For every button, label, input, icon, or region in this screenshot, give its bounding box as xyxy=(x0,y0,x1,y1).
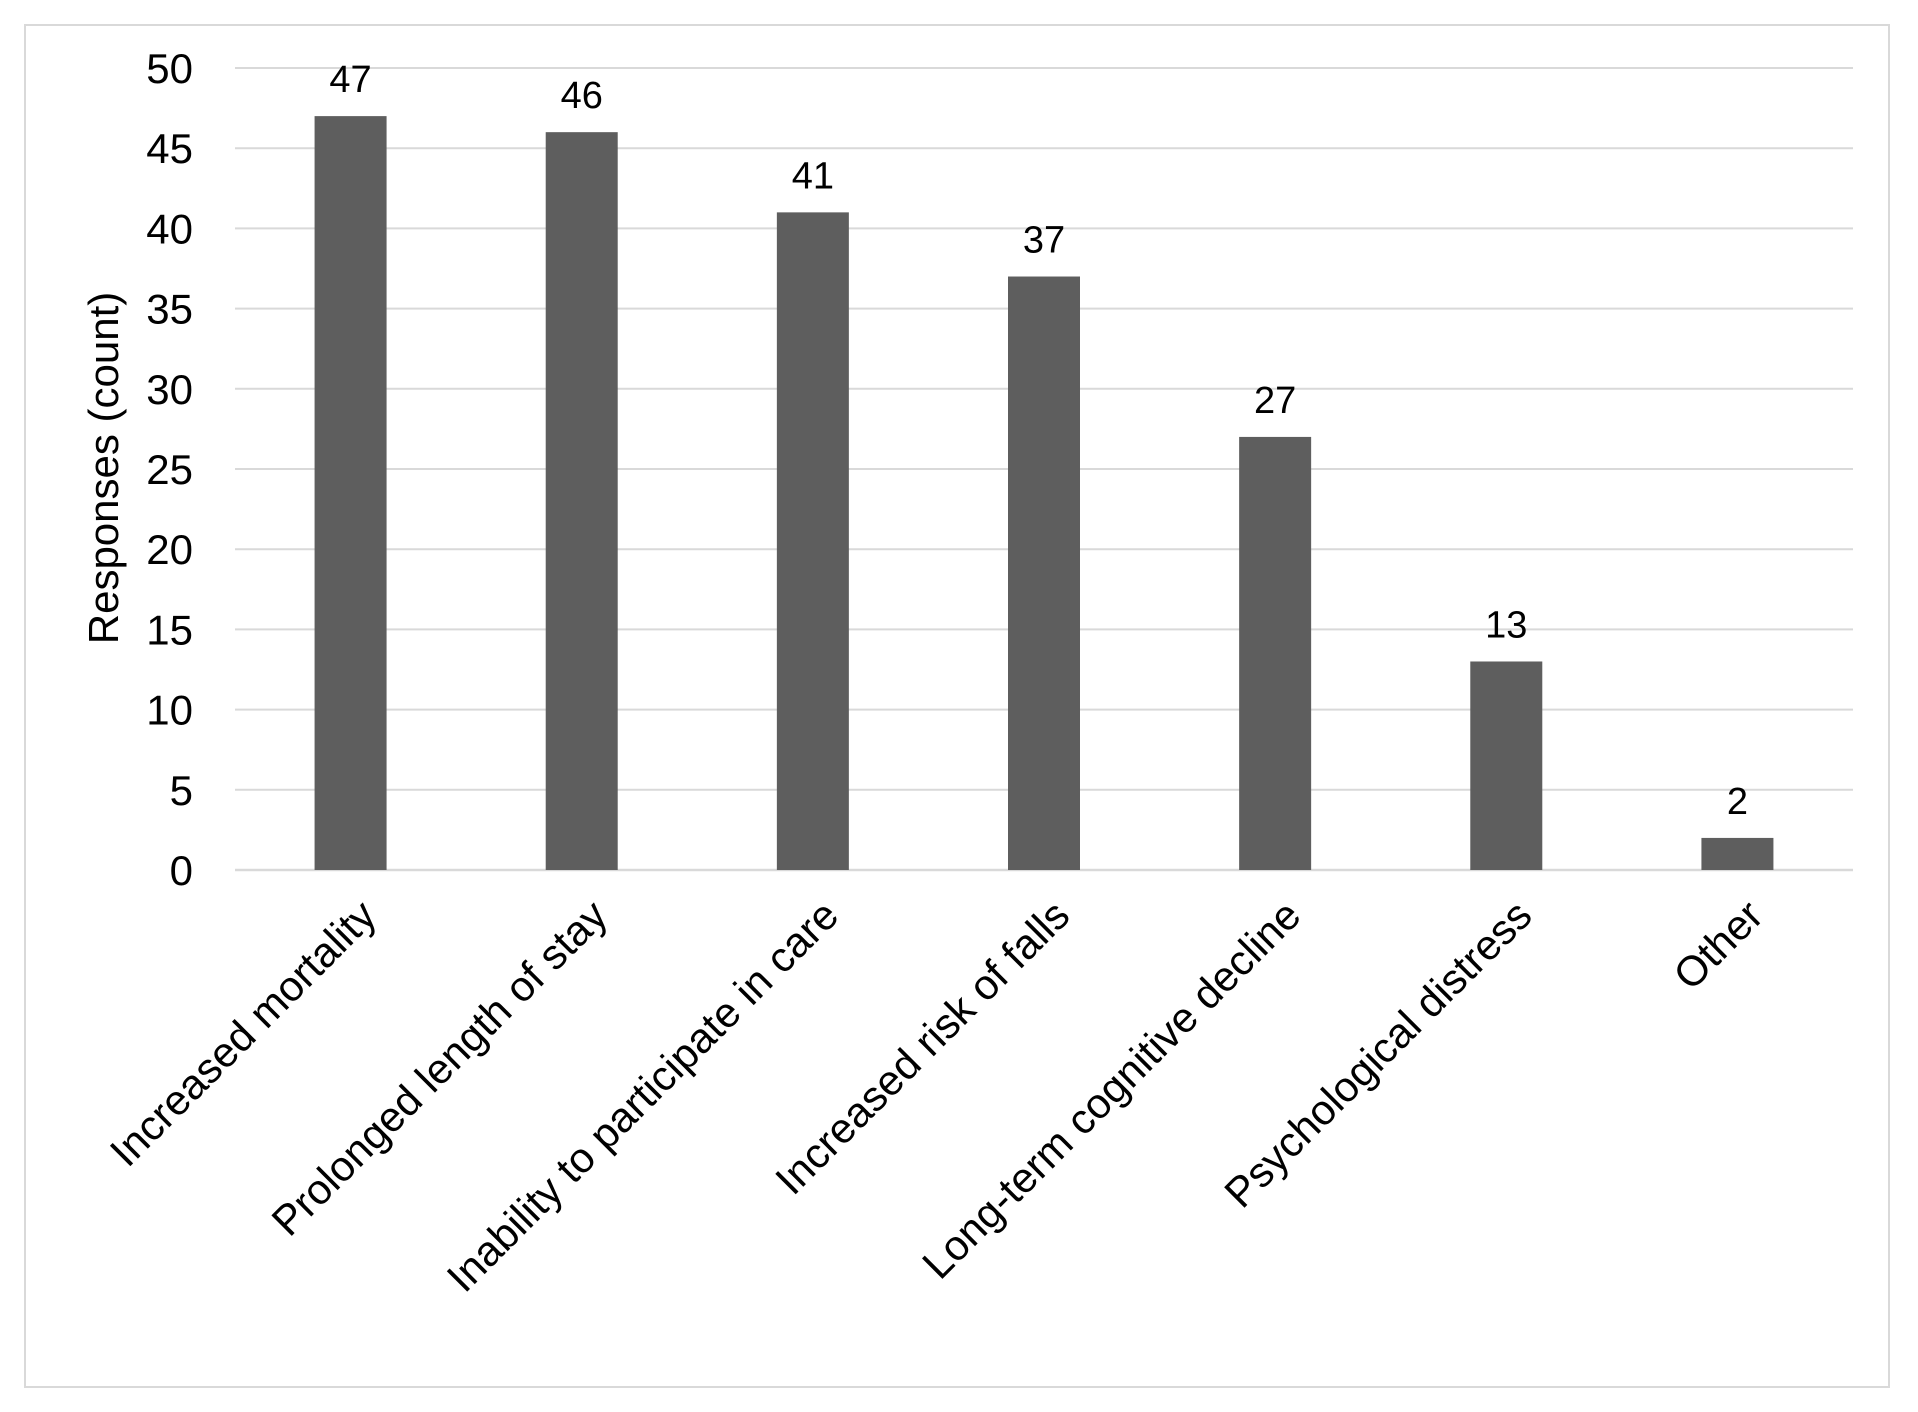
data-label: 47 xyxy=(329,59,371,101)
bar xyxy=(1239,436,1312,870)
y-tick-label: 5 xyxy=(170,767,193,814)
gridlines xyxy=(235,67,1853,872)
y-tick-label: 10 xyxy=(146,687,193,734)
data-label: 13 xyxy=(1485,604,1527,646)
data-label: 2 xyxy=(1727,781,1748,823)
y-tick-label: 20 xyxy=(146,526,193,573)
y-tick-label: 45 xyxy=(146,125,193,172)
data-labels: 47 46 41 37 27 13 2 xyxy=(329,59,1748,823)
bars xyxy=(314,116,1774,871)
data-label: 27 xyxy=(1254,380,1296,422)
x-category-label: Inability to participate in care xyxy=(438,891,848,1301)
bar xyxy=(314,116,387,871)
y-tick-label: 50 xyxy=(146,45,193,92)
y-tick-label: 40 xyxy=(146,205,193,252)
y-tick-label: 30 xyxy=(146,366,193,413)
y-tick-label: 0 xyxy=(170,847,193,894)
data-label: 41 xyxy=(792,155,834,197)
data-label: 37 xyxy=(1023,220,1065,262)
data-label: 46 xyxy=(561,75,603,117)
x-category-label: Other xyxy=(1664,891,1772,999)
bar xyxy=(1008,276,1080,870)
x-category-label: Long-term cognitive decline xyxy=(913,891,1309,1287)
y-tick-label: 25 xyxy=(146,446,193,493)
y-tick-label: 15 xyxy=(146,606,193,653)
y-axis-ticks: 0 5 10 15 20 25 30 35 40 45 50 xyxy=(146,45,193,894)
bar xyxy=(545,132,618,870)
bar xyxy=(1470,661,1543,870)
bar xyxy=(776,212,849,871)
bar xyxy=(1701,837,1774,870)
y-tick-label: 35 xyxy=(146,286,193,333)
y-axis-title: Responses (count) xyxy=(80,292,127,645)
